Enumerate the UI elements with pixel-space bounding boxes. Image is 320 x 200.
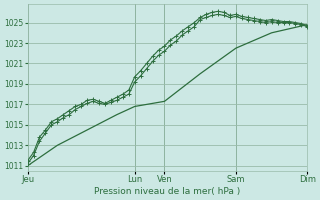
X-axis label: Pression niveau de la mer( hPa ): Pression niveau de la mer( hPa ) [94,187,241,196]
